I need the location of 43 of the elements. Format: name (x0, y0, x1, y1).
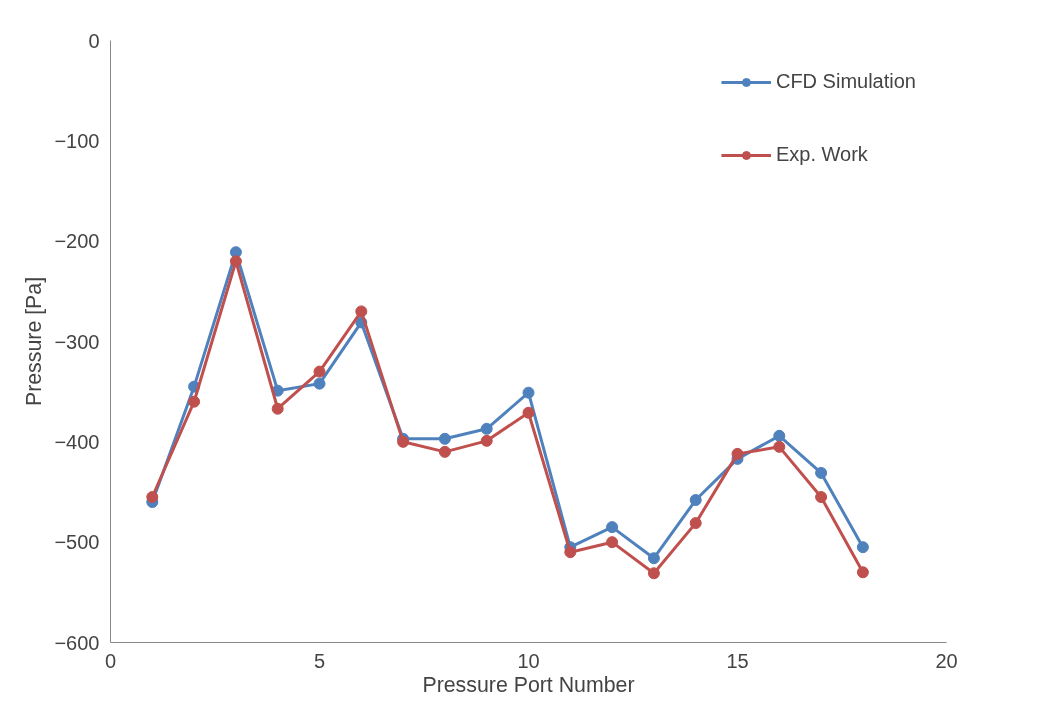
point (146, 491, 159, 504)
point (856, 566, 869, 579)
point (606, 536, 619, 549)
point (313, 365, 326, 378)
point (647, 552, 660, 565)
point (480, 434, 493, 447)
point (815, 491, 828, 504)
point (815, 466, 828, 479)
x-tick-label: 5 (313, 649, 326, 672)
point (856, 541, 869, 554)
y-tick-label: −200 (54, 230, 100, 253)
y-tick-label: −400 (54, 430, 100, 453)
point (438, 432, 451, 445)
point (689, 517, 702, 530)
point (480, 422, 493, 435)
point (313, 377, 326, 390)
point (522, 386, 535, 399)
point (438, 445, 451, 458)
point (229, 255, 242, 268)
x-tick-label: 20 (935, 649, 958, 672)
point (647, 567, 660, 580)
y-tick-label: −100 (54, 129, 100, 152)
x-tick-label: 10 (517, 649, 540, 672)
point (689, 494, 702, 507)
point (773, 440, 786, 453)
y-tick-label: −600 (54, 631, 100, 654)
point (355, 305, 368, 318)
y-axis-title: Pressure [Pa] (22, 276, 47, 407)
point (271, 402, 284, 415)
x-axis-title: Pressure Port Number (422, 672, 635, 697)
legend-label: Exp. Work (775, 143, 868, 166)
legend-label: CFD Simulation (775, 70, 916, 93)
y-tick-label: −500 (54, 531, 100, 554)
point (522, 406, 535, 419)
point (564, 546, 577, 559)
point (606, 521, 619, 534)
point (773, 429, 786, 442)
x-tick-label: 15 (726, 649, 749, 672)
y-tick-label: 0 (88, 29, 100, 52)
point (188, 395, 201, 408)
y-tick-label: −300 (54, 330, 100, 353)
x-tick-label: 0 (104, 649, 117, 672)
point (731, 447, 744, 460)
